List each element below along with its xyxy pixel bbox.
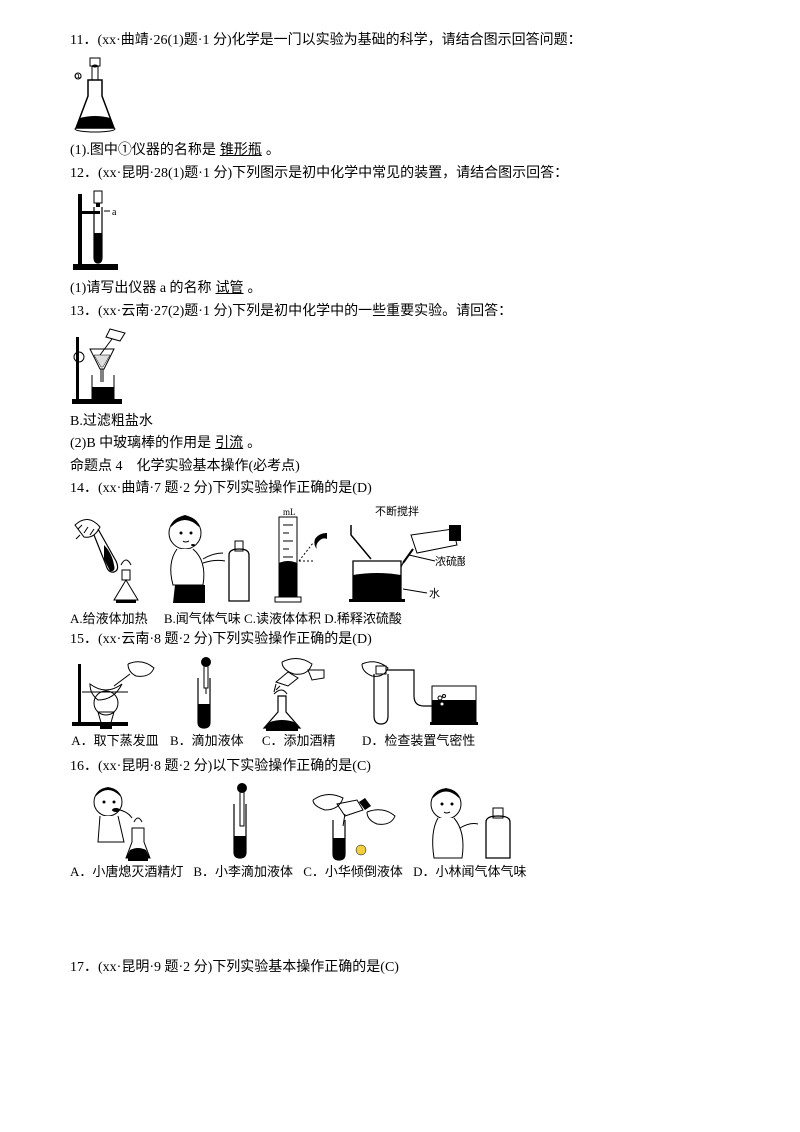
evaporating-dish-icon — [70, 656, 160, 731]
q17-prefix: 17． — [70, 960, 98, 975]
q15-d-label: D．检查装置气密性 — [362, 731, 475, 752]
q13-prefix: 13． — [70, 304, 98, 319]
water-label: 水 — [429, 587, 440, 600]
smell-gas-icon — [155, 505, 255, 605]
q12-text: 下列图示是初中化学中常见的装置，请结合图示回答： — [232, 166, 568, 181]
q11-text: 化学是一门以实验为基础的科学，请结合图示回答问题： — [232, 33, 582, 48]
airtight-check-icon — [354, 656, 484, 731]
q11-sub-text: (1).图中①仪器的名称是 — [70, 143, 216, 158]
q14-opt-b — [155, 505, 255, 605]
q14-captions: A.给液体加热 B.闻气体气味 C.读液体体积 D.稀释浓硫酸 — [70, 609, 740, 630]
pour-liquid-icon — [303, 782, 403, 862]
q16-opt-d: D．小林闻气体气味 — [413, 782, 526, 883]
blow-lamp-icon — [84, 782, 169, 862]
q14-prefix: 14． — [70, 481, 98, 496]
q15-c-label: C．添加酒精 — [262, 731, 336, 752]
stir-label: 不断搅拌 — [375, 505, 419, 518]
smell-gas2-icon — [420, 782, 520, 862]
q16-b-label: B．小李滴加液体 — [193, 862, 293, 883]
q16-text: 以下实验操作正确的是(C) — [212, 759, 371, 774]
read-volume-icon: mL — [265, 505, 335, 605]
q15-figures: A．取下蒸发皿 B．滴加液体 C．添加酒精 — [70, 656, 740, 752]
q15-source: (xx·云南·8 题·2 分) — [98, 632, 212, 647]
q16-opt-a: A．小唐熄灭酒精灯 — [70, 782, 183, 883]
dropper-icon — [172, 656, 242, 731]
q13-sub: (2)B 中玻璃棒的作用是引流。 — [70, 433, 740, 455]
q16-a-label: A．小唐熄灭酒精灯 — [70, 862, 183, 883]
q11-source: (xx·曲靖·26(1)题·1 分) — [97, 33, 231, 48]
q17-text: 下列实验基本操作正确的是(C) — [212, 960, 399, 975]
q12-answer: 试管 — [212, 281, 248, 296]
q14-opt-d: 不断搅拌 浓硫酸 水 — [345, 505, 465, 605]
q12-sub-text: (1)请写出仪器 a 的名称 — [70, 281, 212, 296]
q13-answer: 引流 — [211, 436, 247, 451]
svg-text:a: a — [112, 207, 117, 218]
question-13: 13．(xx·云南·27(2)题·1 分)下列是初中化学中的一些重要实验。请回答… — [70, 301, 740, 323]
q16-figures: A．小唐熄灭酒精灯 B．小李滴加液体 C．小华倾倒液体 — [70, 782, 740, 883]
q16-prefix: 16． — [70, 759, 98, 774]
q14-figures: mL 不断搅拌 浓硫酸 水 — [70, 505, 740, 605]
q14-opt-a — [70, 505, 145, 605]
q13-period: 。 — [247, 436, 261, 451]
q17-source: (xx·昆明·9 题·2 分) — [98, 960, 212, 975]
q15-opt-a: A．取下蒸发皿 — [70, 656, 160, 752]
q12-period: 。 — [248, 281, 262, 296]
q16-opt-b: B．小李滴加液体 — [193, 782, 293, 883]
q15-b-label: B．滴加液体 — [170, 731, 244, 752]
dropper2-icon — [208, 782, 278, 862]
question-15: 15．(xx·云南·8 题·2 分)下列实验操作正确的是(D) — [70, 629, 740, 651]
q16-opt-c: C．小华倾倒液体 — [303, 782, 403, 883]
q12-prefix: 12． — [70, 166, 98, 181]
q15-opt-d: D．检查装置气密性 — [354, 656, 484, 752]
question-14: 14．(xx·曲靖·7 题·2 分)下列实验操作正确的是(D) — [70, 478, 740, 500]
q16-c-label: C．小华倾倒液体 — [303, 862, 403, 883]
q15-a-label: A．取下蒸发皿 — [71, 731, 158, 752]
q13-figure — [70, 327, 740, 407]
q16-d-label: D．小林闻气体气味 — [413, 862, 526, 883]
erlenmeyer-flask-icon: ① — [70, 56, 120, 136]
test-tube-stand-icon: a — [70, 189, 130, 274]
q13-source: (xx·云南·27(2)题·1 分) — [98, 304, 232, 319]
q11-figure: ① — [70, 56, 740, 136]
q12-sub: (1)请写出仪器 a 的名称试管。 — [70, 278, 740, 300]
add-alcohol-icon — [254, 656, 344, 731]
question-17: 17．(xx·昆明·9 题·2 分)下列实验基本操作正确的是(C) — [70, 957, 740, 979]
q13-caption: B.过滤粗盐水 — [70, 411, 740, 433]
dilute-acid-icon: 不断搅拌 浓硫酸 水 — [345, 505, 465, 605]
q14-text: 下列实验操作正确的是(D) — [212, 481, 371, 496]
q13-sub-text: (2)B 中玻璃棒的作用是 — [70, 436, 211, 451]
question-11: 11．(xx·曲靖·26(1)题·1 分)化学是一门以实验为基础的科学，请结合图… — [70, 30, 740, 52]
q11-sub: (1).图中①仪器的名称是锥形瓶。 — [70, 140, 740, 162]
q15-text: 下列实验操作正确的是(D) — [212, 632, 371, 647]
q16-source: (xx·昆明·8 题·2 分) — [98, 759, 212, 774]
ml-label: mL — [283, 507, 296, 517]
q13-text: 下列是初中化学中的一些重要实验。请回答： — [232, 304, 512, 319]
filtration-icon — [70, 327, 140, 407]
q11-prefix: 11． — [70, 33, 97, 48]
acid-label: 浓硫酸 — [435, 554, 465, 568]
q11-period: 。 — [266, 143, 280, 158]
topic-heading: 命题点 4 化学实验基本操作(必考点) — [70, 456, 740, 478]
q15-opt-c: C．添加酒精 — [254, 656, 344, 752]
question-16: 16．(xx·昆明·8 题·2 分)以下实验操作正确的是(C) — [70, 756, 740, 778]
q14-source: (xx·曲靖·7 题·2 分) — [98, 481, 212, 496]
question-12: 12．(xx·昆明·28(1)题·1 分)下列图示是初中化学中常见的装置，请结合… — [70, 163, 740, 185]
q11-answer: 锥形瓶 — [216, 143, 266, 158]
q12-figure: a — [70, 189, 740, 274]
svg-text:①: ① — [75, 72, 82, 81]
q15-prefix: 15． — [70, 632, 98, 647]
spacer — [70, 887, 740, 957]
q14-opt-c: mL — [265, 505, 335, 605]
heating-liquid-icon — [70, 505, 145, 605]
q12-source: (xx·昆明·28(1)题·1 分) — [98, 166, 232, 181]
q15-opt-b: B．滴加液体 — [170, 656, 244, 752]
